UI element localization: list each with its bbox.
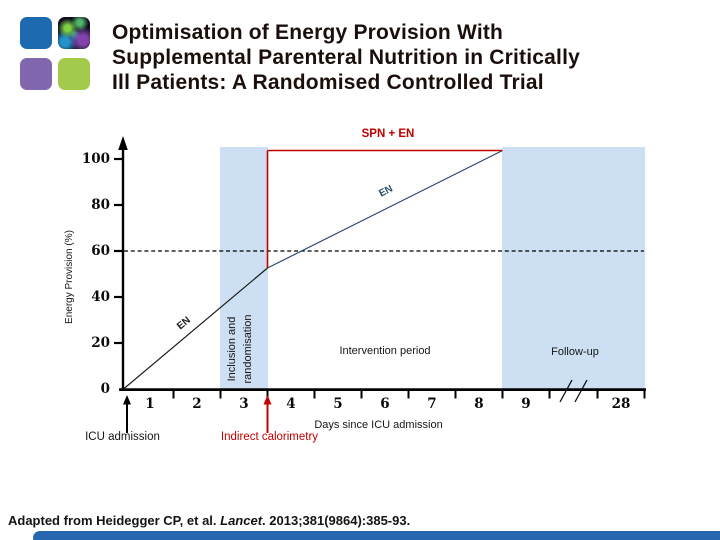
y-axis-arrowhead (118, 136, 128, 150)
slide-title: Optimisation of Energy Provision With Su… (112, 20, 712, 95)
x-tick-label: 9 (521, 396, 531, 412)
follow-up-band (502, 147, 645, 389)
follow-up-label: Follow-up (551, 346, 599, 358)
slide-title-line2: Supplemental Parenteral Nutrition in Cri… (112, 46, 580, 69)
slide-title-line3: Ill Patients: A Randomised Controlled Tr… (112, 71, 544, 94)
inclusion-randomisation-band (220, 147, 268, 389)
x-tick-label: 5 (333, 396, 343, 412)
icu-admission-label: ICU admission (85, 431, 160, 443)
x-tick-label: 8 (474, 396, 484, 412)
y-tick-label: 40 (91, 289, 110, 305)
logo-square-green (58, 58, 90, 90)
logo-square-photo (58, 17, 90, 49)
y-axis-ticks (114, 157, 123, 345)
citation-journal: Lancet (220, 513, 263, 528)
x-tick-label: 2 (192, 396, 202, 412)
x-tick-label: 4 (286, 396, 296, 412)
y-tick-label: 0 (100, 381, 110, 397)
logo-square-purple (20, 58, 52, 90)
x-axis-ticks (172, 391, 646, 399)
logo-square-blue (20, 17, 52, 49)
x-tick-label: 28 (611, 396, 631, 412)
y-tick-label: 60 (91, 243, 110, 259)
x-tick-label: 7 (427, 396, 437, 412)
logo (20, 17, 92, 90)
x-axis-title: Days since ICU admission (314, 419, 443, 431)
en-line-early (123, 267, 268, 390)
citation: Adapted from Heidegger CP, et al. Lancet… (8, 513, 410, 528)
axis-break-slash (574, 379, 588, 403)
axis-break-slash (559, 379, 573, 403)
inclusion-band-label-line1: Inclusion and (226, 316, 238, 382)
bottom-accent-bar (33, 531, 720, 540)
y-axis-title: Energy Provision (%) (64, 230, 75, 324)
inclusion-band-label-line2: randomisation (242, 314, 254, 384)
y-tick-label: 20 (91, 335, 110, 351)
icu-admission-arrow (123, 395, 131, 433)
en-line-late (267, 149, 503, 269)
y-tick-label: 100 (81, 151, 110, 167)
indirect-calorimetry-label: Indirect calorimetry (220, 431, 319, 443)
spn-en-series-label: SPN + EN (361, 128, 415, 140)
intervention-period-label: Intervention period (339, 345, 431, 357)
y-tick-label: 80 (91, 197, 110, 213)
inclusion-band-label: Inclusion and randomisation (224, 304, 258, 394)
citation-prefix: Adapted from Heidegger CP, et al. (8, 513, 221, 528)
x-tick-label: 3 (239, 396, 249, 412)
slide-title-line1: Optimisation of Energy Provision With (112, 21, 504, 44)
x-tick-label: 6 (380, 396, 390, 412)
indirect-calorimetry-arrow (263, 395, 272, 433)
x-tick-label: 1 (145, 396, 155, 412)
citation-suffix: . 2013;381(9864):385-93. (262, 513, 411, 528)
